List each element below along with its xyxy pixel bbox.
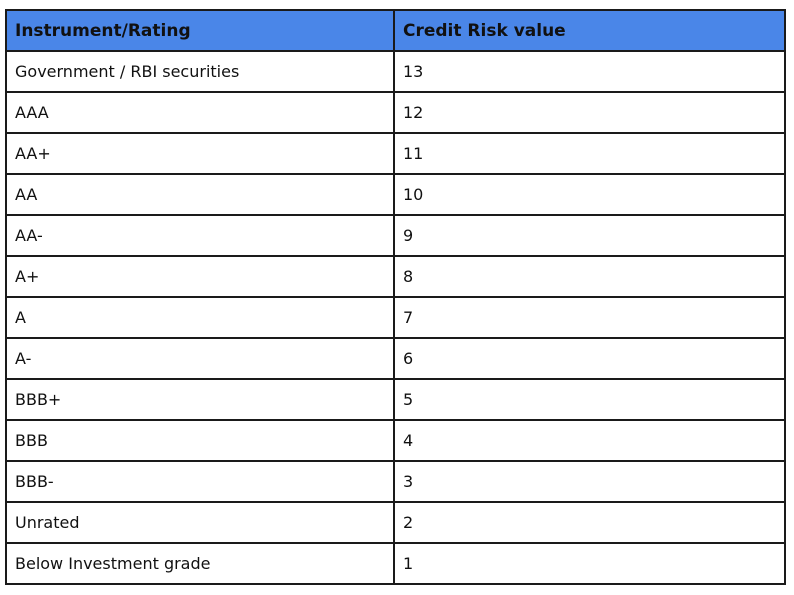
credit-risk-value-cell: 9	[393, 214, 786, 257]
credit-risk-value-cell: 5	[393, 378, 786, 421]
table-row: Government / RBI securities 13	[5, 50, 786, 93]
instrument-rating-cell: Below Investment grade	[5, 542, 395, 585]
credit-risk-value-cell: 3	[393, 460, 786, 503]
instrument-rating-cell: BBB-	[5, 460, 395, 503]
table-row: AA 10	[5, 173, 786, 216]
instrument-rating-cell: Unrated	[5, 501, 395, 544]
table-row: BBB+ 5	[5, 378, 786, 421]
credit-risk-value-cell: 7	[393, 296, 786, 339]
table-row: A+ 8	[5, 255, 786, 298]
instrument-rating-cell: AA	[5, 173, 395, 216]
credit-risk-value-cell: 2	[393, 501, 786, 544]
credit-risk-value-cell: 11	[393, 132, 786, 175]
credit-risk-value-cell: 8	[393, 255, 786, 298]
table-row: Unrated 2	[5, 501, 786, 544]
table-row: AAA 12	[5, 91, 786, 134]
table-row: A- 6	[5, 337, 786, 380]
table-row: BBB 4	[5, 419, 786, 462]
instrument-rating-cell: AAA	[5, 91, 395, 134]
header-row: Instrument/Rating Credit Risk value	[5, 9, 786, 52]
instrument-rating-cell: A	[5, 296, 395, 339]
table-row: Below Investment grade 1	[5, 542, 786, 585]
credit-risk-value-cell: 1	[393, 542, 786, 585]
instrument-rating-cell: BBB+	[5, 378, 395, 421]
instrument-rating-cell: AA+	[5, 132, 395, 175]
credit-risk-value-cell: 12	[393, 91, 786, 134]
credit-risk-value-cell: 4	[393, 419, 786, 462]
table-row: AA+ 11	[5, 132, 786, 175]
column-header-credit-risk-value: Credit Risk value	[393, 9, 786, 52]
table-header: Instrument/Rating Credit Risk value	[5, 9, 786, 52]
instrument-rating-cell: A-	[5, 337, 395, 380]
table-row: AA- 9	[5, 214, 786, 257]
instrument-rating-cell: AA-	[5, 214, 395, 257]
credit-risk-value-cell: 13	[393, 50, 786, 93]
credit-risk-value-cell: 6	[393, 337, 786, 380]
table-row: BBB- 3	[5, 460, 786, 503]
table-body: Government / RBI securities 13 AAA 12 AA…	[5, 50, 786, 585]
column-header-instrument-rating: Instrument/Rating	[5, 9, 395, 52]
credit-risk-value-cell: 10	[393, 173, 786, 216]
instrument-rating-cell: BBB	[5, 419, 395, 462]
instrument-rating-cell: Government / RBI securities	[5, 50, 395, 93]
credit-risk-table: Instrument/Rating Credit Risk value Gove…	[5, 9, 786, 585]
instrument-rating-cell: A+	[5, 255, 395, 298]
table-row: A 7	[5, 296, 786, 339]
